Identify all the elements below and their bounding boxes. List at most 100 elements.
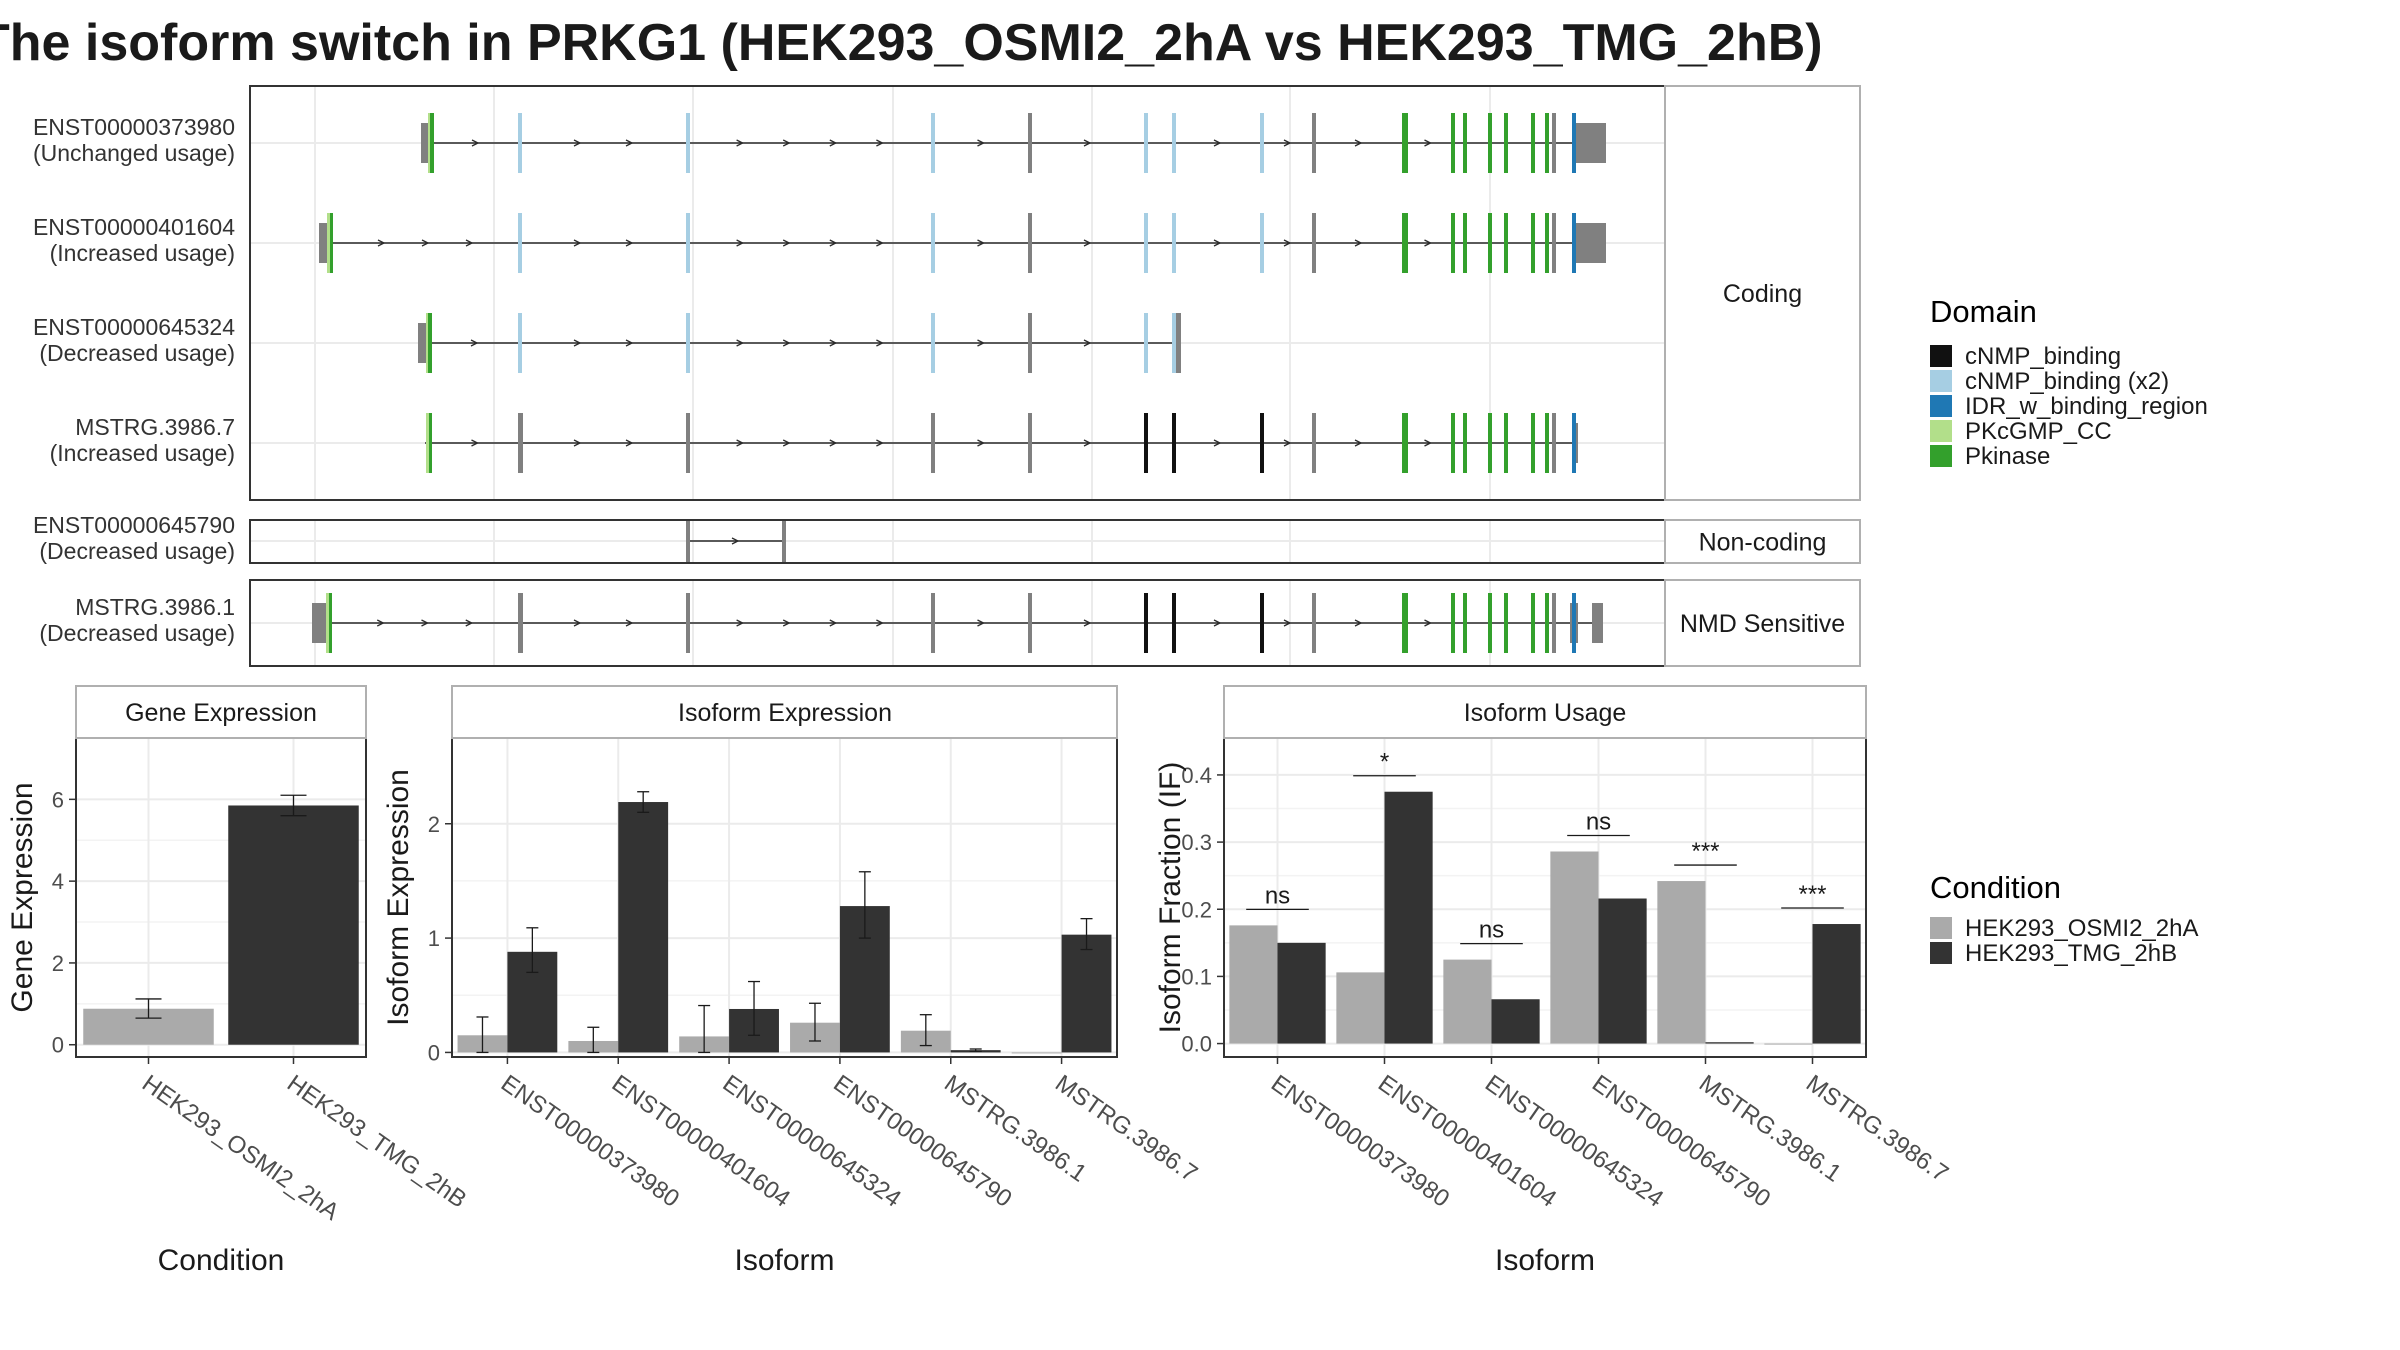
direction-arrow	[876, 619, 884, 627]
direction-arrow	[1083, 439, 1092, 447]
exon	[1504, 593, 1508, 653]
bar	[1443, 959, 1492, 1044]
legend-label: PKcGMP_CC	[1965, 418, 2112, 445]
transcript-usage-label: (Increased usage)	[50, 240, 235, 266]
exon	[1545, 593, 1549, 653]
direction-arrow	[829, 439, 838, 447]
exon	[1172, 593, 1176, 653]
exon	[1172, 313, 1176, 373]
y-tick-label: 2	[428, 812, 440, 837]
x-axis-title: Isoform	[734, 1244, 834, 1277]
exon	[1552, 213, 1556, 273]
isoform-expression-chart: Isoform Expression012ENST00000373980ENST…	[382, 685, 1202, 1277]
direction-arrow	[573, 619, 582, 627]
exon	[1172, 213, 1176, 273]
direction-arrow	[573, 439, 582, 447]
direction-arrow	[471, 139, 480, 147]
exon	[686, 213, 690, 273]
facet-strip-label: NMD Sensitive	[1680, 610, 1845, 638]
chart-title: Isoform Usage	[1464, 699, 1627, 727]
exon	[1552, 593, 1556, 653]
exon	[1572, 113, 1576, 173]
direction-arrow	[731, 537, 740, 545]
direction-arrow	[1283, 139, 1292, 147]
direction-arrow	[782, 139, 791, 147]
bar	[1491, 999, 1540, 1044]
y-tick-label: 0.2	[1181, 897, 1212, 922]
exon	[428, 313, 432, 373]
direction-arrow	[977, 619, 985, 627]
x-axis-title: Isoform	[1495, 1244, 1595, 1277]
exon	[1488, 593, 1492, 653]
exon	[1172, 413, 1176, 473]
exon	[686, 113, 690, 173]
exon	[931, 113, 935, 173]
plot-background	[452, 738, 1117, 1057]
exon	[1545, 213, 1549, 273]
exon	[1451, 213, 1455, 273]
transcript-id-label: ENST00000645790	[33, 512, 235, 538]
significance-label: ***	[1691, 838, 1719, 865]
direction-arrow	[977, 239, 985, 247]
exon	[782, 520, 786, 562]
bar	[618, 802, 669, 1053]
exon	[1504, 213, 1508, 273]
utr-exon	[312, 603, 326, 643]
exon	[931, 413, 935, 473]
y-tick-label: 0.0	[1181, 1032, 1212, 1057]
direction-arrow	[1354, 439, 1363, 447]
exon	[1144, 593, 1148, 653]
utr-exon	[418, 323, 427, 363]
direction-arrow	[876, 239, 884, 247]
transcript-row: MSTRG.3986.7(Increased usage)	[50, 413, 1578, 473]
direction-arrow	[1213, 239, 1222, 247]
direction-arrow	[573, 139, 582, 147]
direction-arrow	[470, 339, 479, 347]
transcript-id-label: MSTRG.3986.7	[75, 414, 235, 440]
exon	[931, 313, 935, 373]
direction-arrow	[876, 339, 884, 347]
plot-background	[1224, 738, 1866, 1057]
exon	[1572, 213, 1576, 273]
bar	[1384, 791, 1433, 1044]
direction-arrow	[977, 139, 985, 147]
y-tick-label: 0.4	[1181, 763, 1212, 788]
utr-exon	[421, 123, 429, 163]
facet-strip	[1664, 85, 1861, 501]
exon	[1144, 413, 1148, 473]
bar	[1336, 972, 1385, 1044]
direction-arrow	[736, 619, 745, 627]
exon	[1572, 413, 1576, 473]
exon	[1144, 213, 1148, 273]
direction-arrow	[829, 239, 838, 247]
exon	[1488, 413, 1492, 473]
direction-arrow	[876, 439, 884, 447]
facet-strip	[1664, 519, 1861, 564]
exon	[931, 213, 935, 273]
transcript-panel: MSTRG.3986.1(Decreased usage) NMD Sensiti…	[39, 579, 1861, 667]
exon	[1312, 113, 1316, 173]
direction-arrow	[573, 239, 582, 247]
transcript-panel: ENST00000645790(Decreased usage) Non-codi…	[33, 512, 1861, 564]
exon	[1463, 113, 1467, 173]
exon	[1488, 213, 1492, 273]
direction-arrow	[1083, 139, 1092, 147]
direction-arrow	[736, 139, 745, 147]
isoform-usage-chart: ns * ns ns *** *** Isoform Usage 0.0 0.1 0.2 0.3 0.…	[1154, 685, 1953, 1277]
chart-title: Gene Expression	[125, 699, 317, 727]
exon	[686, 413, 690, 473]
direction-arrow	[421, 619, 429, 627]
direction-arrow	[625, 139, 634, 147]
legend-label: cNMP_binding (x2)	[1965, 368, 2169, 395]
exon	[1451, 413, 1455, 473]
exon	[1402, 113, 1408, 173]
y-axis-title: Gene Expression	[6, 782, 39, 1012]
transcript-usage-label: (Decreased usage)	[39, 620, 235, 646]
significance-label: ***	[1798, 881, 1826, 908]
direction-arrow	[1354, 619, 1363, 627]
exon	[1572, 593, 1576, 653]
bar	[1061, 934, 1112, 1053]
y-axis-title: Isoform Fraction (IF)	[1154, 762, 1187, 1034]
exon	[1172, 113, 1176, 173]
